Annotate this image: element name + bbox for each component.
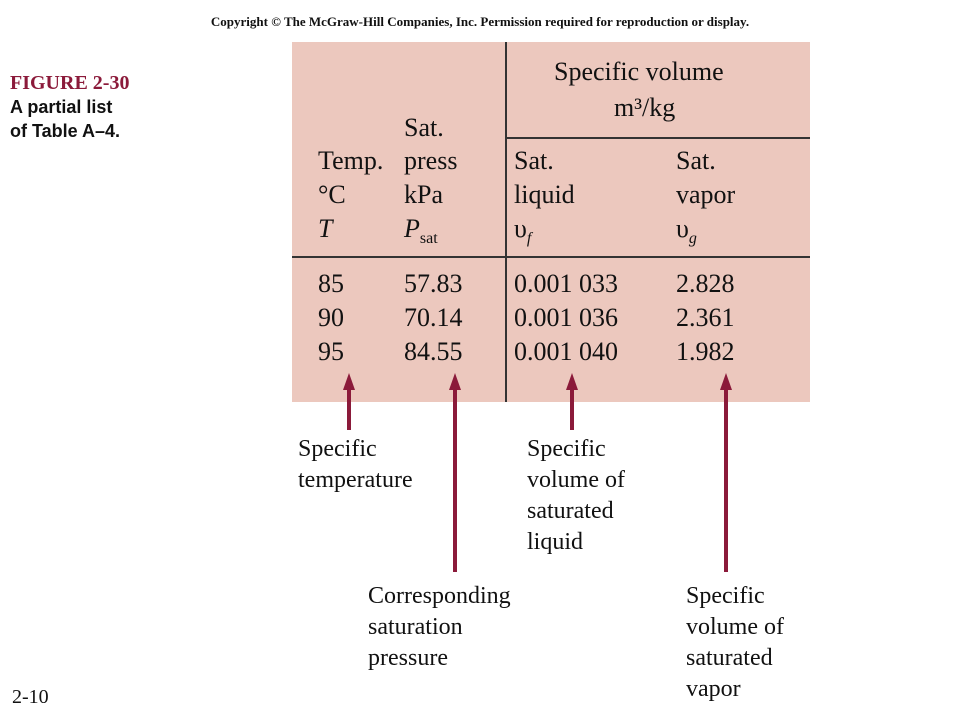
- header-vapor-label: vapor: [676, 180, 736, 209]
- cell-vf-row-2: 0.001 036: [514, 303, 618, 332]
- table-header-divider: [507, 137, 810, 139]
- header-pressure-symbol: Psat: [404, 214, 438, 248]
- header-temp-label: Temp.: [318, 146, 384, 175]
- cell-vf-row-3: 0.001 040: [514, 337, 618, 366]
- figure-label: FIGURE 2-30 A partial list of Table A–4.: [10, 72, 170, 143]
- annotation-pressure: Corresponding saturation pressure: [368, 583, 511, 671]
- copyright-notice: Copyright © The McGraw-Hill Companies, I…: [210, 14, 750, 29]
- annotation-vapor: Specific volume of saturated vapor: [686, 583, 784, 702]
- cell-temp-row-1: 85: [318, 269, 344, 298]
- header-specific-volume: Specific volume: [554, 57, 724, 86]
- header-vapor-symbol: υg: [676, 214, 697, 248]
- cell-pressure-row-3: 84.55: [404, 337, 463, 366]
- header-pressure-unit: kPa: [404, 180, 443, 209]
- header-vapor-sat: Sat.: [676, 146, 716, 175]
- cell-temp-row-3: 95: [318, 337, 344, 366]
- table-body-divider: [292, 256, 810, 258]
- saturated-water-table: Specific volume m³/kg Temp. °C T Sat. pr…: [292, 42, 810, 402]
- header-temp-symbol: T: [318, 214, 333, 243]
- header-pressure-sat: Sat.: [404, 113, 444, 142]
- figure-number: FIGURE 2-30: [10, 72, 130, 94]
- caption-line-2: of Table A–4.: [10, 121, 121, 141]
- annotation-liquid: Specific volume of saturated liquid: [527, 436, 625, 555]
- annotation-temperature: Specific temperature: [298, 436, 413, 493]
- figure-caption: A partial list of Table A–4.: [10, 95, 170, 143]
- vapor-arrow: [720, 373, 732, 572]
- pressure-arrow: [449, 373, 461, 572]
- cell-temp-row-2: 90: [318, 303, 344, 332]
- cell-pressure-row-2: 70.14: [404, 303, 463, 332]
- cell-vf-row-1: 0.001 033: [514, 269, 618, 298]
- page-number: 2-10: [12, 686, 49, 708]
- caption-line-1: A partial list: [10, 97, 113, 117]
- temperature-arrow: [343, 373, 355, 430]
- cell-vg-row-1: 2.828: [676, 269, 735, 298]
- header-temp-unit: °C: [318, 180, 346, 209]
- cell-vg-row-3: 1.982: [676, 337, 735, 366]
- header-pressure-label: press: [404, 146, 458, 175]
- cell-pressure-row-1: 57.83: [404, 269, 463, 298]
- header-liquid-label: liquid: [514, 180, 575, 209]
- table-vertical-divider: [505, 42, 507, 402]
- header-specific-volume-unit: m³/kg: [614, 93, 676, 122]
- header-liquid-symbol: υf: [514, 214, 532, 248]
- liquid-arrow: [566, 373, 578, 430]
- header-liquid-sat: Sat.: [514, 146, 554, 175]
- cell-vg-row-2: 2.361: [676, 303, 735, 332]
